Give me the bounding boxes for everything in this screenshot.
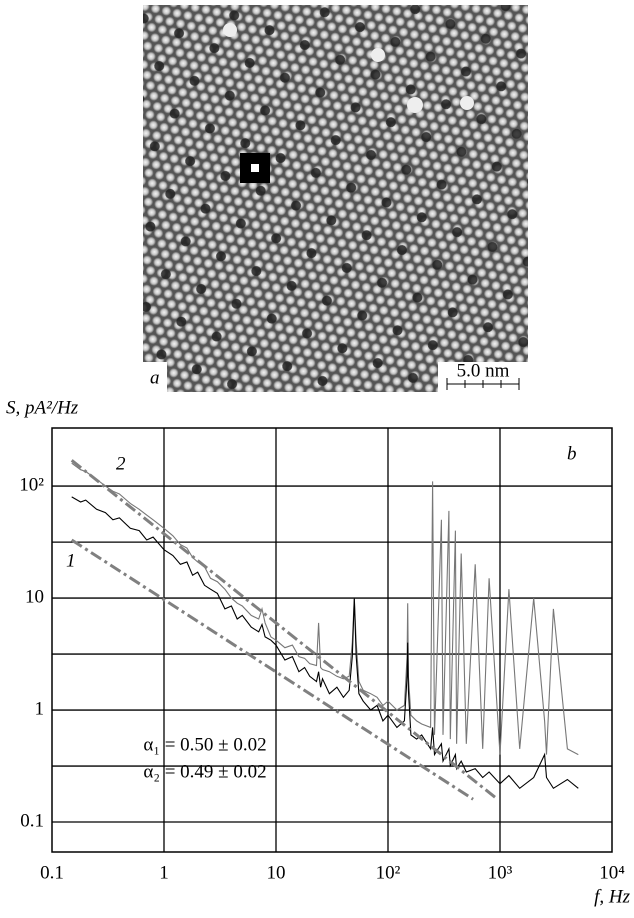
x-tick-label: 0.1: [40, 862, 64, 883]
x-tick-label: 10³: [488, 862, 513, 883]
plot-frame: [51, 427, 613, 853]
fit-line: [70, 459, 499, 801]
series-label: 1: [66, 550, 76, 571]
x-tick-label: 10⁴: [599, 862, 625, 883]
y-axis-label: S, pA²/Hz: [6, 397, 79, 418]
x-axis-label: f, Hz: [594, 886, 631, 907]
x-tick-label: 1: [159, 862, 169, 883]
y-tick-label: 0.1: [20, 810, 44, 831]
x-tick-label: 10²: [376, 862, 401, 883]
y-tick-label: 10²: [19, 474, 44, 495]
plot: 0.1 1 10 10² 10³ 10⁴ 0.1 1 10 10²: [19, 427, 625, 883]
series-label: 2: [116, 453, 126, 474]
panel-label: a: [150, 367, 160, 388]
spectrum-line: [71, 462, 579, 756]
stm-image: [143, 5, 528, 392]
y-tick-label: 10: [25, 586, 44, 607]
panel-label: b: [567, 443, 577, 464]
y-tick-label: 1: [35, 698, 45, 719]
fit-line: [70, 538, 474, 801]
x-tick-label: 10: [267, 862, 286, 883]
annotation: α₁ = 0.50 ± 0.02: [143, 734, 266, 755]
scale-bar-label: 5.0 nm: [457, 360, 510, 381]
annotation: α₂ = 0.49 ± 0.02: [143, 761, 266, 782]
